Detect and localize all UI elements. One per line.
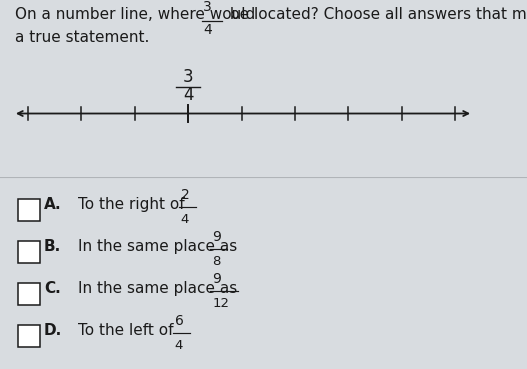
Bar (18, 325, 40, 347)
Text: In the same place as: In the same place as (78, 239, 242, 254)
Text: C.: C. (44, 281, 61, 296)
Text: 6: 6 (174, 314, 183, 328)
Text: D.: D. (44, 323, 62, 338)
Text: On a number line, where would: On a number line, where would (15, 7, 260, 22)
Bar (18, 241, 40, 263)
Text: 9: 9 (212, 272, 221, 286)
Text: be located? Choose all answers that make: be located? Choose all answers that make (225, 7, 527, 22)
Text: 4: 4 (183, 86, 193, 104)
Text: 3: 3 (183, 68, 193, 86)
Bar (18, 199, 40, 221)
Text: 3: 3 (203, 0, 212, 14)
Text: In the same place as: In the same place as (78, 281, 242, 296)
Text: 12: 12 (212, 297, 229, 310)
Text: 9: 9 (212, 230, 221, 244)
Text: B.: B. (44, 239, 61, 254)
Text: To the right of: To the right of (78, 197, 190, 212)
Text: 4: 4 (174, 339, 183, 352)
Bar (18, 283, 40, 305)
Text: a true statement.: a true statement. (15, 30, 149, 45)
Text: 8: 8 (212, 255, 221, 268)
Text: A.: A. (44, 197, 62, 212)
Text: 4: 4 (203, 23, 212, 37)
Text: 2: 2 (181, 188, 190, 202)
Text: To the left of: To the left of (78, 323, 178, 338)
Text: 4: 4 (181, 213, 189, 226)
